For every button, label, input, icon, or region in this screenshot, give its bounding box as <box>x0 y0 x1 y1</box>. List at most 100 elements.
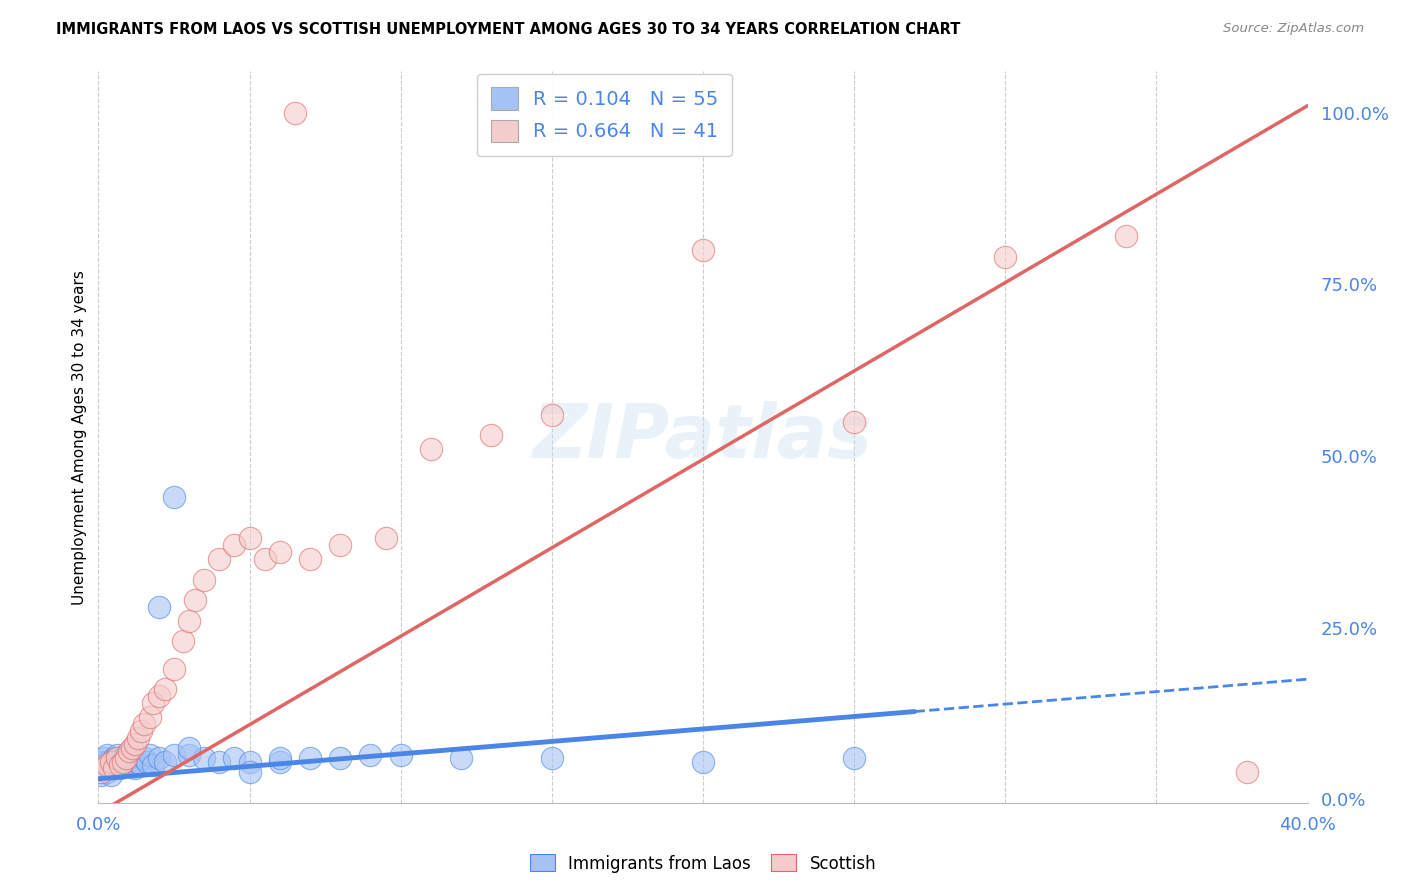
Point <box>163 662 186 676</box>
Point <box>844 415 866 429</box>
Point <box>1236 764 1258 779</box>
Point <box>179 614 201 628</box>
Point <box>139 747 162 762</box>
Point <box>208 552 231 566</box>
Point <box>299 751 322 765</box>
Point <box>193 751 215 765</box>
Point <box>127 731 149 745</box>
Point <box>96 758 118 772</box>
Point <box>224 538 246 552</box>
Text: ZIPatlas: ZIPatlas <box>533 401 873 474</box>
Point <box>93 762 115 776</box>
Point <box>118 744 141 758</box>
Point <box>132 751 155 765</box>
Point <box>127 755 149 769</box>
Point <box>239 764 262 779</box>
Point <box>90 764 112 779</box>
Point <box>96 764 118 779</box>
Point <box>96 747 118 762</box>
Point <box>108 758 131 772</box>
Point <box>994 250 1017 264</box>
Point <box>111 751 134 765</box>
Legend: Immigrants from Laos, Scottish: Immigrants from Laos, Scottish <box>523 847 883 880</box>
Point <box>100 768 122 782</box>
Point <box>269 755 291 769</box>
Point <box>90 764 112 779</box>
Point <box>90 768 112 782</box>
Point <box>114 747 136 762</box>
Point <box>844 751 866 765</box>
Point <box>124 738 146 752</box>
Point <box>121 740 143 755</box>
Point <box>153 682 176 697</box>
Point <box>329 538 352 552</box>
Point <box>184 593 207 607</box>
Point <box>481 428 503 442</box>
Point <box>142 696 165 710</box>
Point <box>93 762 115 776</box>
Point <box>132 716 155 731</box>
Point <box>96 755 118 769</box>
Point <box>692 243 714 257</box>
Point <box>114 755 136 769</box>
Point <box>163 747 186 762</box>
Y-axis label: Unemployment Among Ages 30 to 34 years: Unemployment Among Ages 30 to 34 years <box>72 269 87 605</box>
Point <box>100 755 122 769</box>
Point <box>129 758 152 772</box>
Point <box>374 532 396 546</box>
Legend: R = 0.104   N = 55, R = 0.664   N = 41: R = 0.104 N = 55, R = 0.664 N = 41 <box>477 74 733 155</box>
Point <box>1115 229 1137 244</box>
Point <box>100 762 122 776</box>
Point <box>193 573 215 587</box>
Point <box>111 758 134 772</box>
Point <box>103 751 125 765</box>
Point <box>540 408 562 422</box>
Point <box>118 758 141 772</box>
Point <box>103 762 125 776</box>
Point <box>179 747 201 762</box>
Point <box>179 740 201 755</box>
Point <box>148 751 170 765</box>
Point <box>114 751 136 765</box>
Point <box>450 751 472 765</box>
Point <box>389 747 412 762</box>
Point <box>118 751 141 765</box>
Point <box>420 442 443 456</box>
Point <box>239 532 262 546</box>
Point <box>121 755 143 769</box>
Point <box>163 490 186 504</box>
Point <box>224 751 246 765</box>
Point <box>269 545 291 559</box>
Point <box>135 755 157 769</box>
Point <box>103 762 125 776</box>
Text: IMMIGRANTS FROM LAOS VS SCOTTISH UNEMPLOYMENT AMONG AGES 30 TO 34 YEARS CORRELAT: IMMIGRANTS FROM LAOS VS SCOTTISH UNEMPLO… <box>56 22 960 37</box>
Point <box>90 755 112 769</box>
Point <box>111 755 134 769</box>
Point <box>360 747 382 762</box>
Point <box>93 758 115 772</box>
Point <box>253 552 276 566</box>
Point <box>142 758 165 772</box>
Point <box>540 751 562 765</box>
Point <box>105 747 128 762</box>
Point <box>153 755 176 769</box>
Point <box>108 762 131 776</box>
Point <box>129 723 152 738</box>
Text: Source: ZipAtlas.com: Source: ZipAtlas.com <box>1223 22 1364 36</box>
Point <box>139 710 162 724</box>
Point <box>299 552 322 566</box>
Point <box>148 690 170 704</box>
Point <box>329 751 352 765</box>
Point <box>103 755 125 769</box>
Point <box>148 600 170 615</box>
Point <box>108 755 131 769</box>
Point <box>208 755 231 769</box>
Point <box>172 634 194 648</box>
Point <box>124 762 146 776</box>
Point <box>93 751 115 765</box>
Point <box>692 755 714 769</box>
Point <box>269 751 291 765</box>
Point <box>239 755 262 769</box>
Point <box>284 105 307 120</box>
Point <box>100 758 122 772</box>
